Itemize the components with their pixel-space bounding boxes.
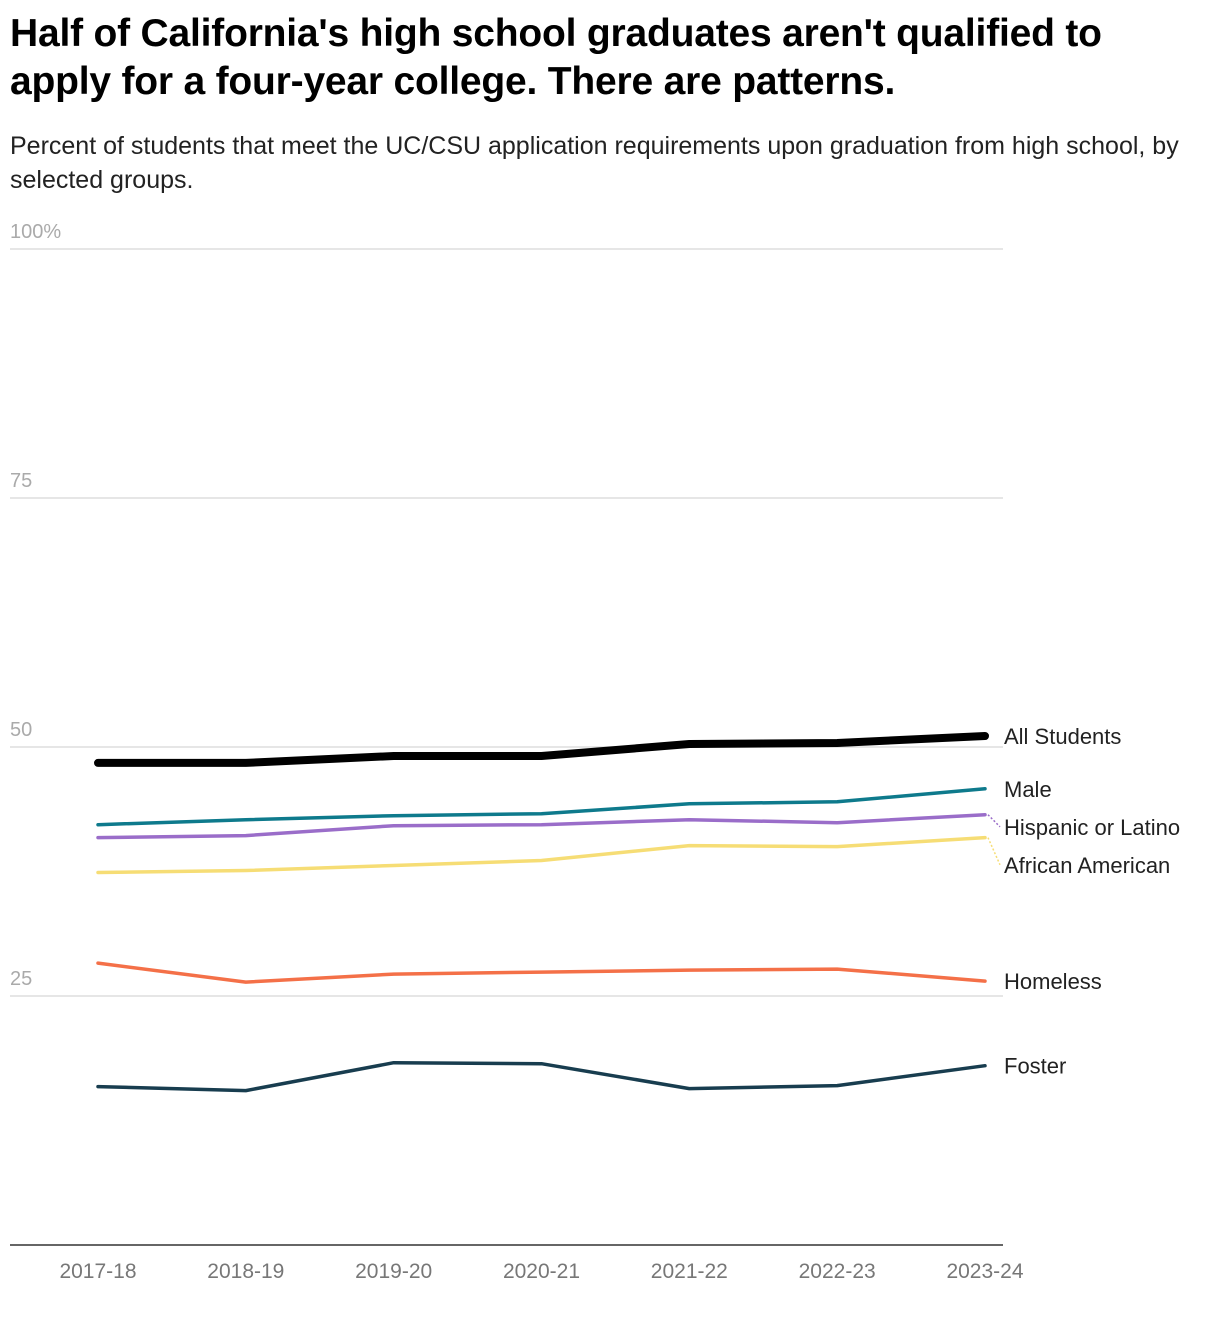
x-tick-label: 2019-20 xyxy=(355,1260,432,1283)
x-tick-label: 2017-18 xyxy=(59,1260,136,1283)
series-line-hispanic-or-latino xyxy=(96,812,987,840)
series-line-all-students xyxy=(94,732,989,767)
series-label-foster: Foster xyxy=(1004,1054,1066,1079)
x-tick-label: 2021-22 xyxy=(651,1260,728,1283)
series-label-african-american: African American xyxy=(1004,853,1170,878)
series-line-homeless xyxy=(96,961,987,984)
y-tick-label: 50 xyxy=(10,719,32,741)
label-connectors xyxy=(987,814,1001,866)
series-label-all-students: All Students xyxy=(1004,724,1121,749)
y-tick-label: 100% xyxy=(10,221,61,243)
y-tick-label: 25 xyxy=(10,968,32,990)
series-line-african-american xyxy=(96,835,987,875)
series-line-male xyxy=(96,787,987,827)
y-axis-labels: 100% 75 50 25 xyxy=(10,221,61,990)
label-connector xyxy=(987,837,1001,866)
x-tick-label: 2018-19 xyxy=(207,1260,284,1283)
series-lines xyxy=(94,732,989,1093)
label-connector xyxy=(987,814,1001,828)
series-label-homeless: Homeless xyxy=(1004,969,1102,994)
y-tick-label: 75 xyxy=(10,470,32,492)
chart-title: Half of California's high school graduat… xyxy=(10,12,1102,103)
x-tick-label: 2023-24 xyxy=(946,1260,1023,1283)
gridlines xyxy=(10,248,1003,997)
x-tick-label: 2022-23 xyxy=(799,1260,876,1283)
x-tick-label: 2020-21 xyxy=(503,1260,580,1283)
chart-subtitle: Percent of students that meet the UC/CSU… xyxy=(10,132,1179,194)
series-line-foster xyxy=(96,1060,987,1093)
series-label-hispanic-or-latino: Hispanic or Latino xyxy=(1004,815,1180,840)
series-labels: All Students Male Hispanic or Latino Africa… xyxy=(1004,724,1180,1079)
x-axis: 2017-18 2018-19 2019-20 2020-21 2021-22 2022-… xyxy=(10,1244,1024,1283)
series-label-male: Male xyxy=(1004,777,1052,802)
